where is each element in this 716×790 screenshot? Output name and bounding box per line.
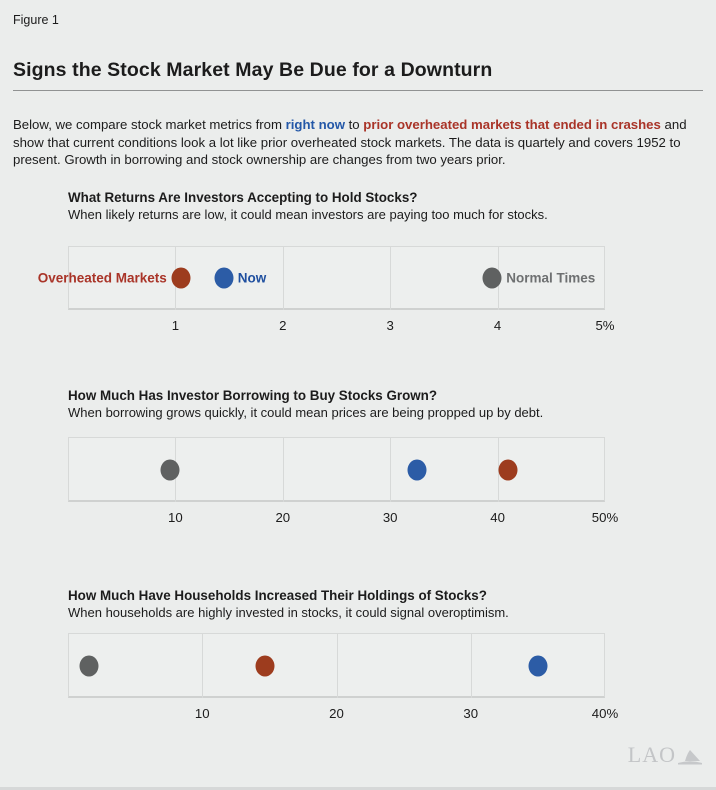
divider-line	[13, 90, 703, 91]
plot-box	[68, 246, 605, 310]
chart-title: What Returns Are Investors Accepting to …	[68, 190, 418, 205]
chart-title: How Much Have Households Increased Their…	[68, 588, 487, 603]
tick-label: 50%	[591, 510, 619, 525]
dot-label-overheated-markets: Overheated Markets	[37, 270, 167, 286]
gridline	[470, 633, 472, 698]
gridline	[497, 437, 499, 502]
gridline	[390, 246, 392, 310]
tick-label: 3	[386, 318, 394, 333]
dot-label-normal-times: Normal Times	[506, 270, 596, 286]
tick-label: 40	[490, 510, 505, 525]
tick-label: 10	[194, 706, 210, 721]
intro-text-3: and show that current conditions look a …	[13, 117, 687, 168]
gridline	[336, 633, 338, 698]
lao-logo-bear-icon	[678, 750, 702, 765]
dot-now	[214, 267, 234, 289]
dot-normal-times	[482, 267, 502, 289]
chart-subtitle: When likely returns are low, it could me…	[68, 207, 548, 222]
tick-label: 20	[275, 510, 291, 525]
plot-box	[68, 437, 605, 502]
dot-label-now: Now	[237, 270, 267, 286]
plot-area: 10 20 30 40%	[68, 633, 618, 721]
dot-now	[407, 459, 427, 480]
chart-title: How Much Has Investor Borrowing to Buy S…	[68, 388, 438, 403]
tick-label: 20	[329, 706, 344, 721]
dot-overheated-markets	[171, 267, 191, 289]
dot-overheated-markets	[255, 655, 275, 676]
footer-bar	[0, 787, 716, 790]
dot-now	[528, 655, 548, 676]
tick-label: 10	[168, 510, 183, 525]
intro-highlight-crashes: prior overheated markets that ended in c…	[363, 117, 661, 133]
plot-area: 10 20 30 40 50%	[68, 437, 618, 525]
dot-normal-times	[79, 655, 99, 676]
tick-label: 30	[463, 706, 479, 721]
chart-borrowing: How Much Has Investor Borrowing to Buy S…	[68, 388, 618, 525]
dot-normal-times	[160, 459, 180, 480]
tick-label: 30	[382, 510, 398, 525]
gridline	[390, 437, 392, 502]
tick-label: 5%	[595, 318, 615, 333]
intro-highlight-right-now: right now	[285, 117, 345, 133]
tick-label: 40%	[591, 706, 619, 721]
chart-households: How Much Have Households Increased Their…	[68, 588, 618, 721]
chart-subtitle: When households are highly invested in s…	[68, 605, 509, 620]
tick-label: 2	[279, 318, 287, 333]
lao-logo: LAO	[628, 742, 703, 768]
tick-label: 4	[493, 318, 502, 333]
plot-area: 1 2 3 4 5% Overheated Markets Now Normal Times	[38, 246, 615, 333]
page-title: Signs the Stock Market May Be Due for a …	[13, 59, 493, 82]
gridline	[282, 437, 284, 502]
lao-logo-text: LAO	[627, 742, 676, 767]
intro-text-1: Below, we compare stock market metrics f…	[13, 117, 286, 133]
figure-label: Figure 1	[13, 13, 59, 27]
dot-overheated-markets	[498, 459, 518, 480]
chart-returns: What Returns Are Investors Accepting to …	[38, 190, 615, 333]
gridline	[202, 633, 204, 698]
intro-text-2: to	[344, 117, 364, 133]
chart-subtitle: When borrowing grows quickly, it could m…	[68, 405, 544, 420]
gridline	[282, 246, 284, 310]
intro-paragraph: Below, we compare stock market metrics f…	[13, 116, 706, 169]
tick-label: 1	[171, 318, 180, 333]
